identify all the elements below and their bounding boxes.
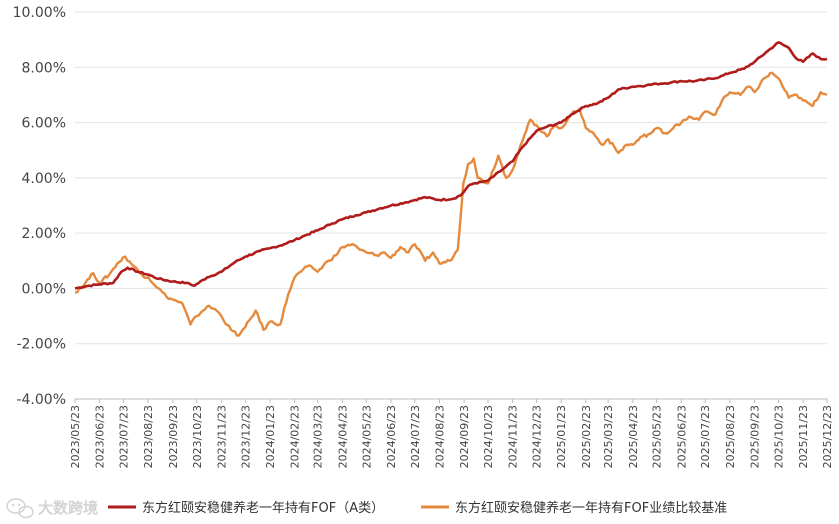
x-tick-label: 2023/08/23 — [142, 405, 155, 468]
x-tick-label: 2024/07/23 — [409, 405, 422, 468]
legend: 东方红颐安稳健养老一年持有FOF（A类） 东方红颐安稳健养老一年持有FOF业绩比… — [108, 500, 727, 516]
x-tick-label: 2025/10/23 — [772, 405, 785, 468]
x-tick-label: 2025/12/23 — [821, 405, 834, 468]
x-tick-label: 2024/06/23 — [385, 405, 398, 468]
x-tick-label: 2023/05/23 — [69, 405, 82, 468]
x-tick-label: 2023/10/23 — [191, 405, 204, 468]
x-tick-label: 2023/11/23 — [215, 405, 228, 468]
x-tick-label: 2024/08/23 — [433, 405, 446, 468]
x-tick-label: 2024/05/23 — [360, 405, 373, 468]
legend-label-fund: 东方红颐安稳健养老一年持有FOF（A类） — [142, 500, 384, 516]
x-tick-label: 2025/02/23 — [580, 405, 593, 468]
watermark-text: 大数跨境 — [38, 499, 98, 517]
series-line-fund — [74, 41, 828, 290]
x-tick-label: 2025/07/23 — [699, 405, 712, 468]
x-tick-label: 2025/08/23 — [724, 405, 737, 468]
x-tick-label: 2025/11/23 — [797, 405, 810, 468]
y-tick-label: 6.00% — [22, 116, 66, 132]
y-tick-label: 8.00% — [22, 60, 66, 76]
x-tick-label: 2024/09/23 — [458, 405, 471, 468]
series-lines — [74, 41, 828, 337]
series-line-benchmark — [74, 71, 828, 337]
x-tick-label: 2025/05/23 — [651, 405, 664, 468]
x-tick-label: 2024/10/23 — [482, 405, 495, 468]
wechat-bubble-icon — [6, 498, 34, 519]
y-tick-label: 0.00% — [22, 281, 66, 297]
x-tick-label: 2023/06/23 — [94, 405, 107, 468]
y-tick-label: -2.00% — [16, 337, 66, 353]
watermark: 大数跨境 — [6, 498, 98, 519]
x-tick-label: 2024/03/23 — [312, 405, 325, 468]
x-tick-label: 2024/11/23 — [507, 405, 520, 468]
x-tick-label: 2025/06/23 — [675, 405, 688, 468]
x-tick-label: 2024/04/23 — [336, 405, 349, 468]
x-tick-label: 2025/09/23 — [749, 405, 762, 468]
x-tick-label: 2024/12/23 — [531, 405, 544, 468]
x-tick-label: 2024/02/23 — [289, 405, 302, 468]
x-tick-label: 2023/07/23 — [118, 405, 131, 468]
x-tick-label: 2025/04/23 — [627, 405, 640, 468]
x-tick-label: 2025/01/23 — [555, 405, 568, 468]
x-tick-label: 2023/09/23 — [167, 405, 180, 468]
x-tick-label: 2023/12/23 — [239, 405, 252, 468]
y-tick-label: -4.00% — [16, 392, 66, 408]
x-tick-label: 2024/01/23 — [264, 405, 277, 468]
y-axis-ticks: -4.00% -2.00% 0.00% 2.00% 4.00% 6.00% 8.00% 10.… — [13, 5, 66, 408]
x-axis-ticks: 2023/05/23 2023/06/23 2023/07/23 2023/08/23… — [69, 399, 834, 468]
y-tick-label: 4.00% — [22, 171, 66, 187]
y-tick-label: 2.00% — [22, 226, 66, 242]
gridlines — [75, 11, 827, 400]
legend-label-benchmark: 东方红颐安稳健养老一年持有FOF业绩比较基准 — [455, 500, 727, 516]
x-tick-label: 2025/03/23 — [602, 405, 615, 468]
y-tick-label: 10.00% — [13, 5, 66, 21]
